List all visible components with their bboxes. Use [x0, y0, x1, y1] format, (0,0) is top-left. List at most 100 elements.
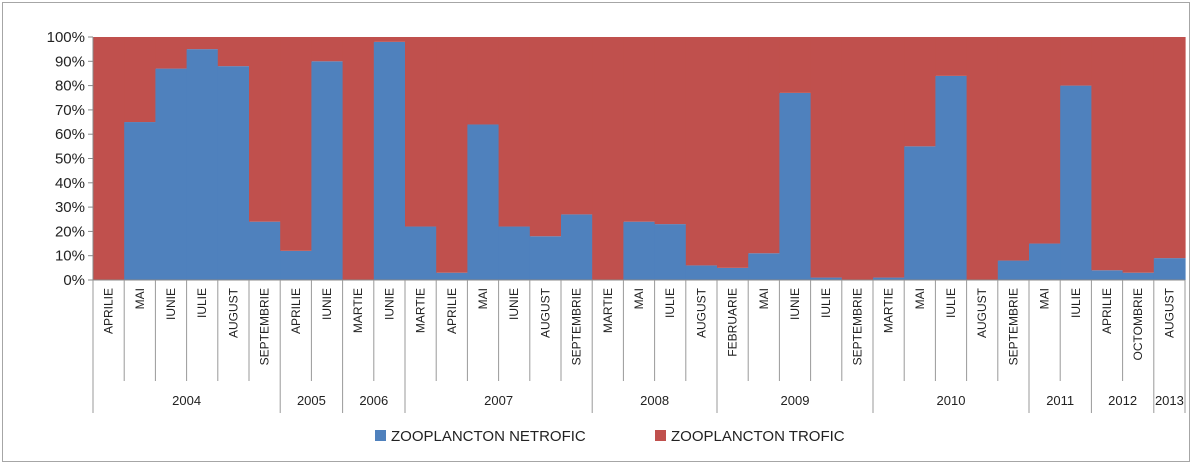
bar-trofic-28: [966, 37, 999, 280]
x-year-label: 2005: [297, 393, 326, 408]
bar-trofic-23: [810, 37, 843, 278]
bar-trofic-25: [873, 37, 905, 278]
bar-netrofic-33: [1122, 272, 1155, 280]
bar-trofic-7: [311, 37, 344, 62]
x-month-label: SEPTEMBRIE: [850, 288, 864, 365]
y-tick-label: 80%: [55, 78, 85, 95]
x-month-label: MAI: [133, 288, 147, 309]
x-month-label: AUGUST: [975, 287, 989, 338]
bar-netrofic-18: [654, 224, 687, 280]
x-month-label: AUGUST: [694, 287, 708, 338]
bar-netrofic-11: [436, 272, 468, 280]
x-month-label: MARTIE: [414, 288, 428, 333]
bar-netrofic-32: [1091, 270, 1124, 280]
x-year-label: 2010: [937, 393, 966, 408]
legend: ZOOPLANCTON NETROFIC ZOOPLANCTON TROFIC: [375, 428, 845, 445]
x-month-label: IULIE: [944, 288, 958, 318]
bar-trofic-0: [93, 37, 125, 280]
x-month-label: FEBRUARIE: [726, 288, 740, 357]
bar-trofic-1: [124, 37, 156, 123]
bar-netrofic-7: [311, 61, 344, 280]
bar-trofic-26: [904, 37, 936, 147]
bar-netrofic-9: [373, 41, 406, 280]
bar-netrofic-29: [997, 260, 1030, 280]
bar-trofic-17: [623, 37, 656, 222]
y-tick-label: 10%: [55, 248, 85, 265]
bar-trofic-10: [405, 37, 437, 227]
x-month-label: IULIE: [663, 288, 677, 318]
x-year-label: 2007: [484, 393, 513, 408]
x-month-label: MAI: [476, 288, 490, 309]
bar-trofic-9: [373, 37, 406, 42]
bar-trofic-29: [997, 37, 1030, 261]
bar-netrofic-25: [873, 277, 905, 280]
bar-trofic-12: [467, 37, 500, 125]
x-year-label: 2009: [781, 393, 810, 408]
bar-netrofic-15: [561, 214, 593, 280]
bar-trofic-6: [280, 37, 312, 251]
bar-netrofic-31: [1060, 85, 1092, 280]
x-month-label: MAI: [632, 288, 646, 309]
bar-netrofic-6: [280, 250, 312, 280]
legend-swatch-trofic: [655, 430, 666, 441]
y-tick-label: 60%: [55, 126, 85, 143]
bar-trofic-16: [592, 37, 624, 280]
bar-netrofic-10: [405, 226, 437, 280]
x-year-label: 2011: [1046, 393, 1074, 408]
x-month-label: MAI: [757, 288, 771, 309]
y-tick-label: 30%: [55, 199, 85, 216]
bar-netrofic-14: [529, 236, 562, 280]
bar-netrofic-20: [717, 267, 749, 280]
x-month-label: IUNIE: [164, 288, 178, 320]
bar-trofic-2: [155, 37, 188, 69]
x-year-label: 2004: [172, 393, 201, 408]
bar-trofic-24: [841, 37, 874, 280]
x-month-label: MARTIE: [882, 288, 896, 333]
stacked-bar-chart: 0% 10% 20% 30% 40% 50% 60% 70% 80% 90% 100% APRILI…: [47, 29, 1186, 445]
bars-group: [93, 37, 1186, 281]
bar-netrofic-3: [186, 49, 219, 281]
x-month-label: APRILIE: [1100, 288, 1114, 334]
y-tick-label: 70%: [55, 102, 85, 119]
x-month-label: SEPTEMBRIE: [570, 288, 584, 365]
bar-netrofic-27: [935, 75, 968, 280]
x-month-label: SEPTEMBRIE: [258, 288, 272, 365]
legend-swatch-netrofic: [375, 430, 386, 441]
bar-netrofic-19: [685, 265, 718, 280]
bar-trofic-32: [1091, 37, 1124, 271]
x-month-label: SEPTEMBRIE: [1006, 288, 1020, 365]
y-tick-label: 0%: [63, 272, 85, 289]
x-month-label: MAI: [1038, 288, 1052, 309]
x-month-label: IUNIE: [507, 288, 521, 320]
bar-trofic-4: [217, 37, 250, 67]
bar-trofic-3: [186, 37, 219, 50]
bar-netrofic-26: [904, 146, 936, 280]
x-month-label: IULIE: [819, 288, 833, 318]
x-month-label: IUNIE: [382, 288, 396, 320]
x-month-label: IULIE: [1069, 288, 1083, 318]
y-tick-label: 20%: [55, 223, 85, 240]
x-month-label: AUGUST: [1162, 287, 1176, 338]
bar-netrofic-1: [124, 122, 156, 280]
x-month-label: APRILIE: [445, 288, 459, 334]
bar-trofic-15: [561, 37, 593, 215]
x-month-label: MARTIE: [351, 288, 365, 333]
x-month-label: MARTIE: [601, 288, 615, 333]
x-month-label: APRILIE: [102, 288, 116, 334]
x-year-label: 2006: [359, 393, 388, 408]
x-month-label: OCTOMBRIE: [1131, 288, 1145, 360]
bar-netrofic-2: [155, 68, 188, 280]
y-tick-label: 40%: [55, 175, 85, 192]
bar-trofic-14: [529, 37, 562, 237]
bar-trofic-11: [436, 37, 468, 273]
bar-netrofic-5: [249, 221, 281, 280]
bar-trofic-5: [249, 37, 281, 222]
bar-netrofic-13: [498, 226, 531, 280]
y-tick-label: 50%: [55, 151, 85, 168]
x-year-label: 2013: [1155, 393, 1184, 408]
x-axis: APRILIE MAI IUNIE IULIE AUGUST SEPTEMBRIE APRI…: [92, 279, 1186, 413]
bar-trofic-34: [1153, 37, 1186, 259]
bar-trofic-8: [342, 37, 375, 280]
y-tick-label: 100%: [47, 29, 85, 46]
bar-netrofic-22: [779, 92, 812, 280]
